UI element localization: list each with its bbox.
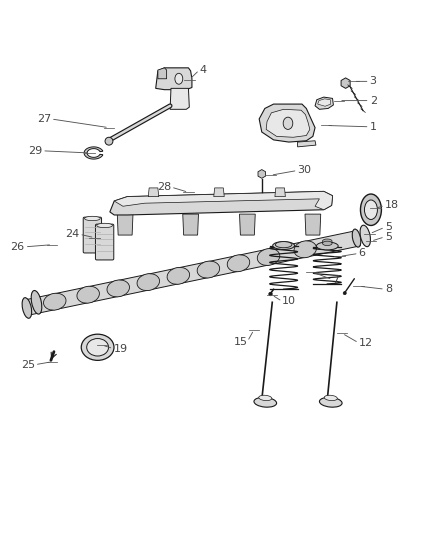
- Ellipse shape: [87, 338, 109, 356]
- Ellipse shape: [319, 398, 342, 407]
- Ellipse shape: [294, 241, 317, 258]
- Ellipse shape: [283, 117, 293, 130]
- Ellipse shape: [316, 242, 338, 250]
- Ellipse shape: [364, 200, 378, 220]
- Polygon shape: [114, 191, 332, 210]
- Ellipse shape: [175, 74, 183, 84]
- Ellipse shape: [257, 248, 280, 265]
- Polygon shape: [84, 147, 103, 159]
- Ellipse shape: [81, 334, 114, 360]
- Polygon shape: [259, 104, 315, 142]
- Text: 7: 7: [332, 274, 339, 285]
- Text: 19: 19: [113, 344, 127, 353]
- Ellipse shape: [167, 268, 190, 284]
- Polygon shape: [297, 141, 316, 147]
- FancyBboxPatch shape: [95, 224, 114, 260]
- Polygon shape: [214, 188, 224, 197]
- Polygon shape: [158, 68, 166, 79]
- Text: 4: 4: [199, 65, 206, 75]
- Text: 6: 6: [359, 248, 366, 259]
- Text: 1: 1: [370, 122, 377, 132]
- Text: 28: 28: [157, 182, 171, 192]
- Text: 29: 29: [28, 146, 42, 156]
- Polygon shape: [23, 230, 360, 316]
- Ellipse shape: [137, 273, 159, 290]
- Ellipse shape: [269, 292, 272, 296]
- Ellipse shape: [276, 241, 292, 248]
- Polygon shape: [148, 188, 159, 197]
- Text: 12: 12: [359, 338, 373, 348]
- Text: 10: 10: [283, 296, 297, 306]
- Ellipse shape: [105, 138, 113, 145]
- Ellipse shape: [77, 286, 99, 303]
- Ellipse shape: [254, 398, 277, 407]
- Text: 5: 5: [385, 232, 392, 242]
- Ellipse shape: [259, 395, 272, 401]
- Ellipse shape: [22, 298, 32, 318]
- Text: 25: 25: [21, 360, 35, 370]
- Polygon shape: [275, 188, 286, 197]
- Text: 5: 5: [385, 222, 392, 232]
- Ellipse shape: [322, 241, 332, 246]
- Ellipse shape: [360, 194, 381, 225]
- Ellipse shape: [352, 229, 361, 247]
- Ellipse shape: [322, 239, 332, 244]
- Text: 2: 2: [370, 95, 377, 106]
- Polygon shape: [117, 214, 133, 235]
- Polygon shape: [155, 68, 192, 90]
- Polygon shape: [305, 214, 321, 235]
- Polygon shape: [266, 109, 310, 138]
- Ellipse shape: [31, 290, 42, 314]
- Polygon shape: [258, 169, 265, 179]
- Polygon shape: [183, 214, 198, 235]
- Ellipse shape: [227, 255, 250, 272]
- Polygon shape: [341, 78, 350, 88]
- Text: 8: 8: [385, 284, 392, 294]
- FancyBboxPatch shape: [83, 217, 102, 253]
- Polygon shape: [315, 97, 333, 109]
- Polygon shape: [318, 99, 331, 106]
- Text: 26: 26: [11, 242, 25, 252]
- Text: 3: 3: [370, 76, 377, 86]
- Text: 27: 27: [37, 114, 51, 124]
- Text: 24: 24: [65, 229, 79, 239]
- Ellipse shape: [343, 292, 346, 295]
- Ellipse shape: [273, 241, 294, 249]
- Ellipse shape: [107, 280, 130, 297]
- Ellipse shape: [197, 261, 219, 278]
- Polygon shape: [170, 88, 189, 109]
- Text: 18: 18: [385, 200, 399, 211]
- Text: 30: 30: [297, 165, 311, 175]
- Text: 15: 15: [233, 337, 247, 346]
- Ellipse shape: [43, 293, 66, 310]
- Polygon shape: [110, 191, 332, 215]
- Ellipse shape: [360, 225, 371, 247]
- Ellipse shape: [97, 223, 113, 228]
- Ellipse shape: [324, 395, 337, 401]
- Ellipse shape: [85, 216, 100, 221]
- Polygon shape: [240, 214, 255, 235]
